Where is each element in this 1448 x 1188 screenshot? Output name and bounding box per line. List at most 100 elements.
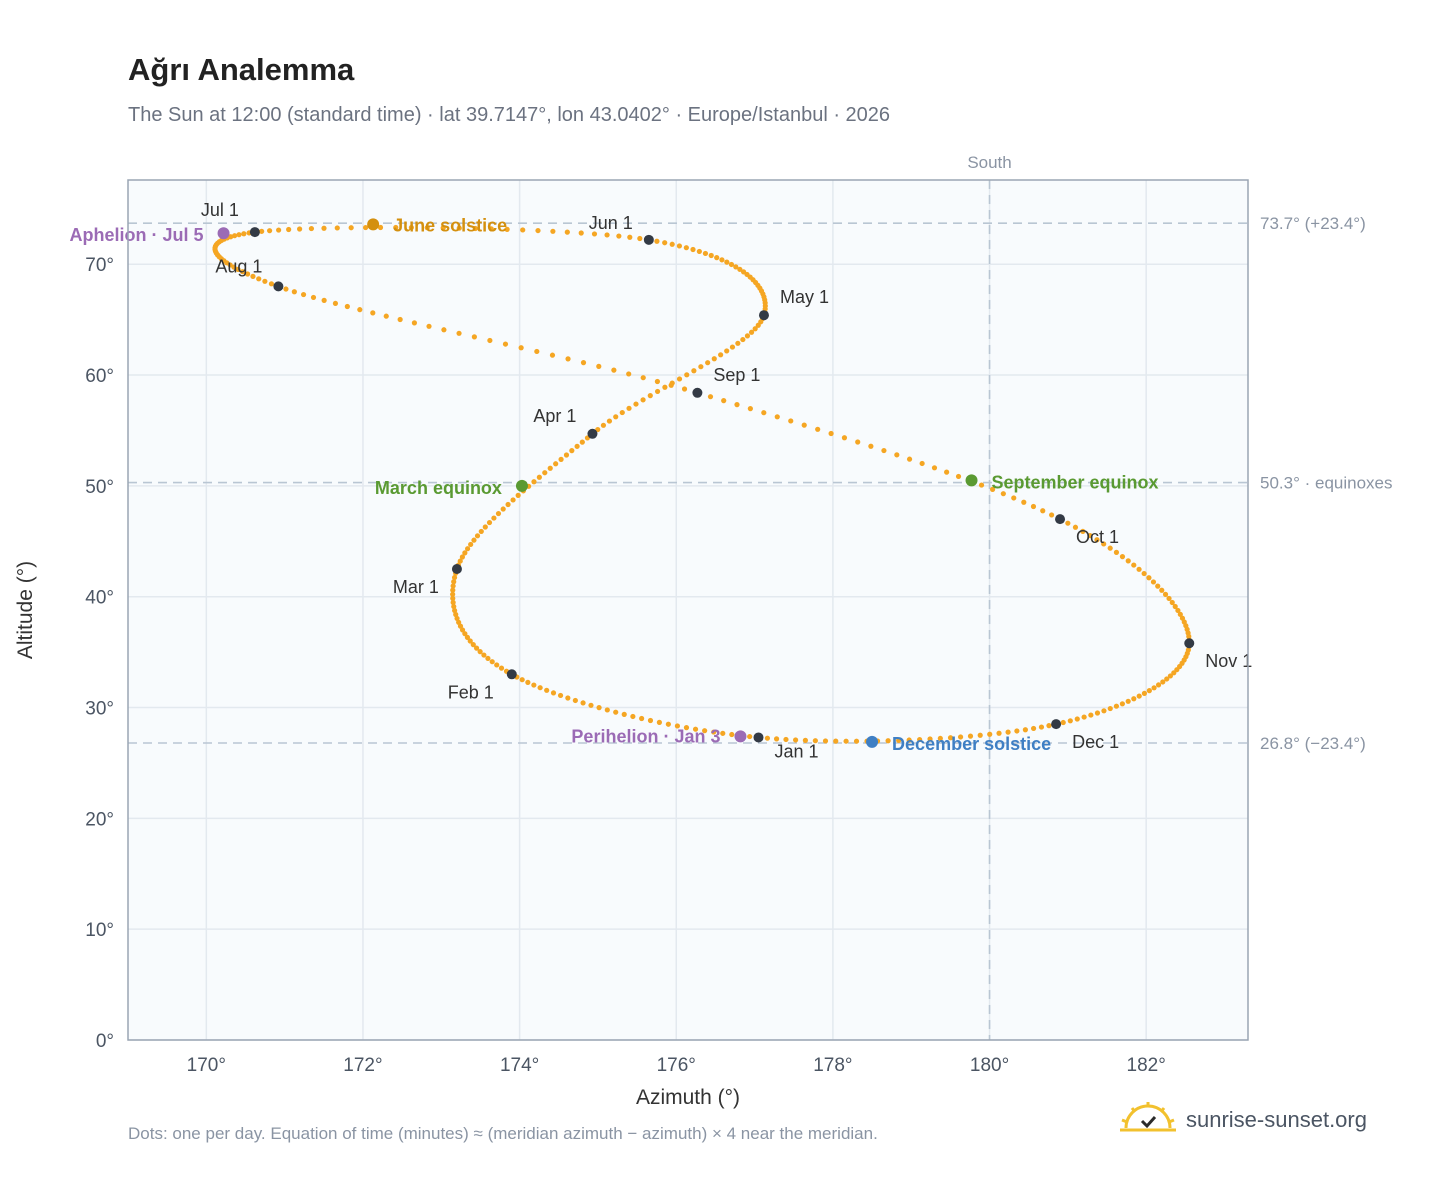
- day-dot: [947, 735, 954, 741]
- month-marker: [1051, 719, 1062, 730]
- day-dot: [494, 662, 500, 668]
- day-dot: [491, 515, 497, 521]
- event-marker: [866, 735, 879, 748]
- day-dot: [630, 713, 636, 720]
- day-dot: [681, 386, 688, 392]
- day-dot: [1065, 520, 1071, 526]
- day-dot: [478, 528, 484, 535]
- day-dot: [604, 707, 610, 713]
- day-dot: [286, 226, 292, 233]
- day-dot: [283, 286, 289, 292]
- day-dot: [613, 414, 619, 420]
- day-dot: [1167, 673, 1174, 679]
- day-dot: [424, 225, 430, 231]
- day-dot: [441, 327, 447, 333]
- day-dot: [1136, 693, 1142, 699]
- day-dot: [752, 326, 758, 332]
- day-dot: [792, 737, 799, 743]
- y-tick-label: 10°: [85, 920, 114, 941]
- day-dot: [662, 240, 668, 246]
- day-dot: [454, 615, 460, 622]
- day-dot: [1141, 690, 1148, 696]
- day-dot: [310, 294, 317, 301]
- day-dot: [616, 233, 622, 239]
- day-dot: [485, 655, 491, 662]
- day-dot: [451, 574, 458, 581]
- day-dot: [534, 348, 540, 355]
- analemma-curve: [212, 224, 1192, 744]
- reference-label: 26.8° (−23.4°): [1260, 734, 1366, 753]
- x-tick-label: 182°: [1127, 1055, 1166, 1076]
- day-dot: [232, 233, 238, 239]
- day-dot: [815, 426, 821, 432]
- day-dot: [579, 439, 585, 445]
- day-dot: [696, 248, 702, 255]
- day-dot: [1125, 558, 1131, 564]
- day-dot: [268, 281, 275, 287]
- day-dot: [1087, 532, 1093, 539]
- day-dot: [1081, 714, 1087, 720]
- day-dot: [955, 473, 962, 480]
- month-label: Aug 1: [215, 256, 262, 276]
- day-dot: [1177, 611, 1183, 617]
- day-dot: [481, 652, 487, 658]
- day-dot: [518, 345, 524, 351]
- day-dot: [683, 245, 689, 251]
- footnote: Dots: one per day. Equation of time (min…: [128, 1124, 878, 1143]
- day-dot: [604, 232, 610, 238]
- y-tick-label: 20°: [85, 809, 114, 830]
- day-dot: [462, 550, 468, 556]
- month-marker: [692, 387, 703, 398]
- day-dot: [698, 364, 704, 370]
- day-dot: [1172, 603, 1178, 610]
- y-axis-label: Altitude (°): [14, 561, 37, 659]
- day-dot: [487, 337, 493, 344]
- day-dot: [482, 524, 488, 530]
- day-dot: [1166, 595, 1172, 602]
- day-dot: [451, 603, 457, 610]
- day-dot: [1113, 703, 1120, 709]
- day-dot: [1107, 545, 1113, 551]
- day-dot: [580, 700, 586, 706]
- day-dot: [1030, 725, 1037, 732]
- day-dot: [691, 368, 697, 374]
- day-dot: [510, 497, 516, 503]
- day-dot: [721, 398, 727, 404]
- day-dot: [676, 243, 683, 249]
- day-dot: [1164, 676, 1170, 682]
- month-label: Mar 1: [393, 577, 439, 597]
- day-dot: [1160, 679, 1166, 685]
- day-dot: [256, 276, 262, 282]
- reference-label: 50.3° · equinoxes: [1260, 474, 1393, 493]
- day-dot: [774, 414, 780, 420]
- day-dot: [606, 418, 613, 424]
- day-dot: [996, 730, 1002, 736]
- day-dot: [498, 665, 505, 671]
- day-dot: [724, 348, 730, 354]
- day-dot: [647, 717, 654, 724]
- day-dot: [1046, 723, 1052, 729]
- day-dot: [1038, 724, 1045, 730]
- event-marker: [217, 227, 230, 240]
- day-dot: [1094, 710, 1101, 716]
- day-dot: [459, 554, 465, 560]
- day-dot: [426, 323, 432, 329]
- day-dot: [764, 735, 771, 741]
- event-marker: [367, 218, 380, 231]
- day-dot: [747, 406, 753, 412]
- month-label: Nov 1: [1205, 651, 1252, 671]
- month-marker: [1055, 514, 1066, 525]
- day-dot: [611, 367, 617, 373]
- day-dot: [500, 506, 506, 512]
- month-label: Apr 1: [533, 406, 576, 426]
- day-dot: [1169, 599, 1175, 606]
- y-tick-label: 0°: [96, 1031, 114, 1052]
- brand-logo[interactable]: sunrise-sunset.org: [1120, 1100, 1367, 1139]
- day-dot: [788, 418, 794, 424]
- day-dot: [1030, 503, 1037, 510]
- event-label: Perihelion · Jan 3: [571, 726, 720, 746]
- day-dot: [1150, 579, 1157, 585]
- x-axis-label: Azimuth (°): [636, 1086, 740, 1109]
- day-dot: [1011, 495, 1017, 501]
- day-dot: [1131, 696, 1137, 702]
